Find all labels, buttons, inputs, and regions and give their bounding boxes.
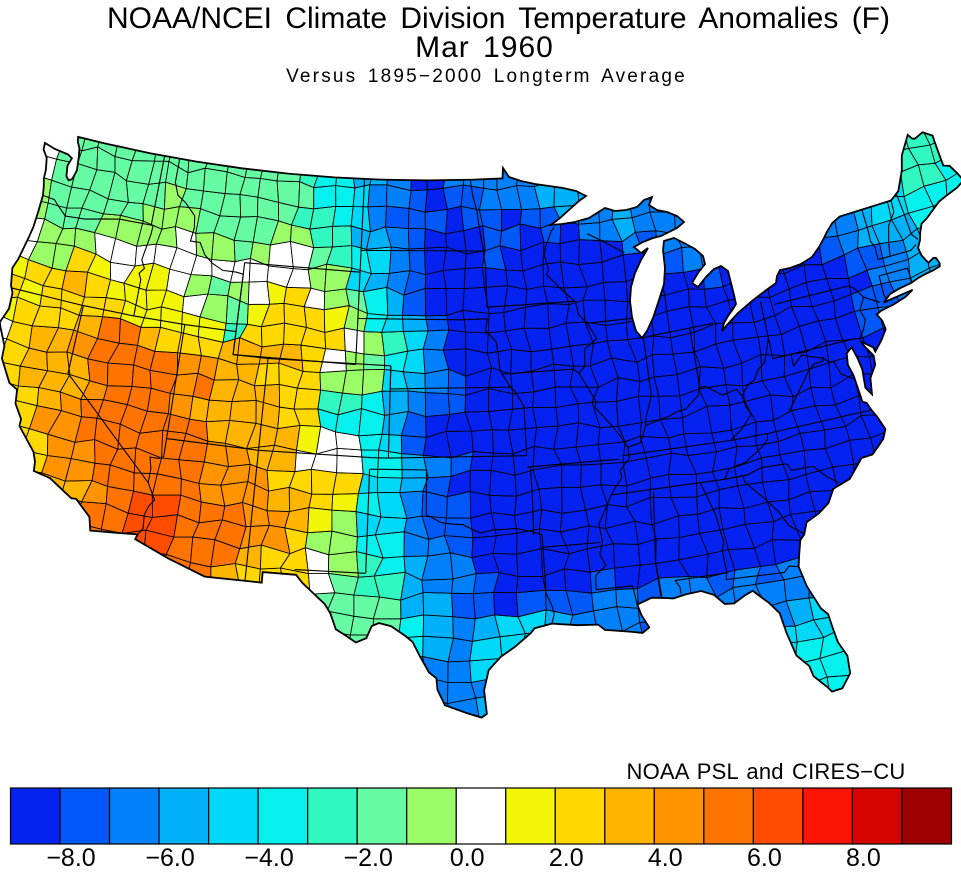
svg-text:4.0: 4.0 — [648, 844, 683, 872]
svg-text:−2.0: −2.0 — [344, 844, 393, 872]
svg-text:0.0: 0.0 — [450, 844, 485, 872]
svg-text:6.0: 6.0 — [747, 844, 782, 872]
svg-text:8.0: 8.0 — [846, 844, 881, 872]
svg-text:2.0: 2.0 — [549, 844, 584, 872]
svg-text:−8.0: −8.0 — [46, 844, 95, 872]
svg-text:−4.0: −4.0 — [244, 844, 293, 872]
svg-text:−6.0: −6.0 — [145, 844, 194, 872]
